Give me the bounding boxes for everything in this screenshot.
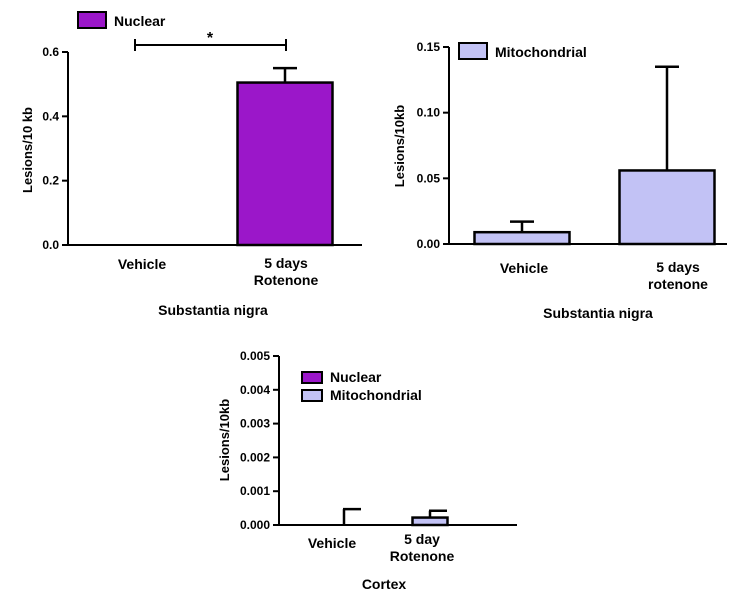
y-tick-label: 0.6: [42, 45, 59, 59]
bar-mitochondrial-2: [411, 516, 449, 527]
y-tick-label: 0.000: [240, 518, 270, 532]
y-tick-label: 0.001: [240, 484, 270, 498]
y-tick-label: 0.004: [240, 383, 270, 397]
x-category-label: Rotenone: [254, 272, 319, 288]
x-category-label: 5 day: [404, 531, 440, 547]
y-tick-label: 0.0: [42, 238, 59, 252]
y-tick-label: 0.05: [417, 171, 441, 185]
x-category-label: rotenone: [648, 276, 708, 292]
bar-nuclear-2: [236, 81, 334, 247]
x-axis-title: Cortex: [362, 576, 407, 590]
legend-swatch-nuclear: [301, 371, 323, 384]
bar-mitochondrial-2: [618, 169, 716, 246]
legend-label-nuclear: Nuclear: [114, 13, 166, 29]
chart-panel-3: 0.000 0.001 0.002 0.003 0.004 0.005 Vehicle 5 d…: [217, 349, 517, 590]
y-axis-title: Lesions/10kb: [217, 399, 232, 481]
x-category-label: Vehicle: [500, 260, 548, 276]
y-tick-label: 0.003: [240, 417, 270, 431]
y-tick-label: 0.4: [42, 109, 59, 123]
legend-swatch-mitochondrial: [458, 42, 488, 60]
legend-label-mitochondrial: Mitochondrial: [330, 387, 422, 403]
y-tick-label: 0.2: [42, 174, 59, 188]
y-tick-label: 0.15: [417, 40, 441, 54]
legend-swatch-nuclear: [77, 11, 107, 29]
x-axis-title: Substantia nigra: [158, 302, 268, 318]
x-category-label: 5 days: [656, 259, 700, 275]
y-tick-label: 0.005: [240, 349, 270, 363]
y-axis-title: Lesions/10 kb: [20, 107, 35, 193]
legend-label-nuclear: Nuclear: [330, 369, 382, 385]
x-category-label: Rotenone: [390, 548, 455, 564]
x-category-label: 5 days: [264, 255, 308, 271]
x-axis-title: Substantia nigra: [543, 305, 653, 321]
bar-mitochondrial-1: [473, 230, 571, 246]
significance-star: *: [207, 30, 214, 47]
legend-label-mitochondrial: Mitochondrial: [495, 44, 587, 60]
legend-swatch-mitochondrial: [301, 389, 323, 402]
x-category-label: Vehicle: [118, 256, 166, 272]
y-tick-label: 0.00: [417, 237, 441, 251]
x-category-label: Vehicle: [308, 535, 356, 551]
y-tick-label: 0.002: [240, 450, 270, 464]
y-axis-title: Lesions/10kb: [392, 105, 407, 187]
y-tick-label: 0.10: [417, 106, 441, 120]
